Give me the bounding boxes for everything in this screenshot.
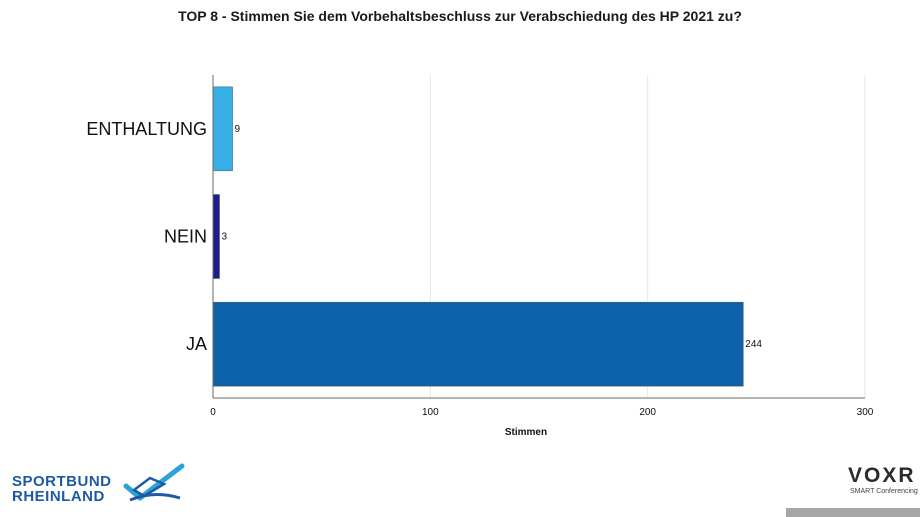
x-tick-label: 300 [857, 407, 874, 418]
category-label: NEIN [164, 227, 207, 247]
checkmark-logo-icon [123, 463, 185, 502]
voxr-logo: VOXR SMART Conferencing [846, 462, 920, 502]
x-tick-label: 0 [210, 407, 216, 418]
category-label: ENTHALTUNG [86, 119, 207, 139]
x-tick-label: 200 [639, 407, 656, 418]
bar [212, 301, 744, 387]
data-label: 3 [222, 232, 228, 243]
category-label: JA [186, 334, 207, 354]
bar [212, 86, 233, 172]
voxr-subtitle: SMART Conferencing [850, 488, 918, 495]
x-axis-label: Stimmen [505, 427, 547, 438]
voxr-wordmark: VOXR [848, 464, 916, 487]
bar [212, 194, 220, 279]
logo-text-line2: RHEINLAND [12, 488, 105, 505]
logo-text-line1: SPORTBUND [12, 473, 112, 490]
data-label: 9 [235, 124, 241, 135]
chart-title: TOP 8 - Stimmen Sie dem Vorbehaltsbeschl… [178, 8, 742, 24]
x-tick-label: 100 [422, 407, 439, 418]
sportbund-rheinland-logo: SPORTBUND RHEINLAND [12, 458, 192, 508]
footer-bar [786, 508, 920, 517]
data-label: 244 [745, 339, 762, 350]
